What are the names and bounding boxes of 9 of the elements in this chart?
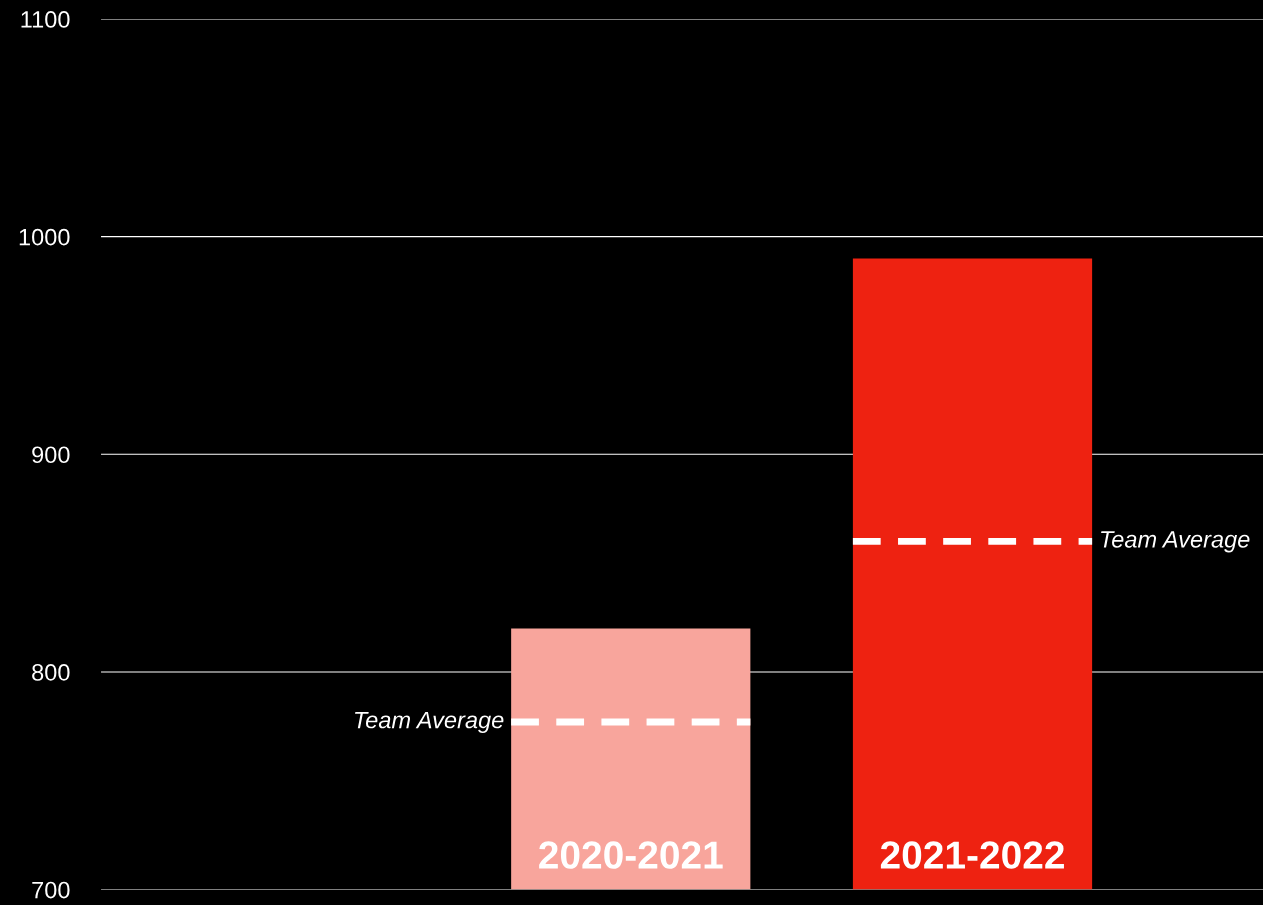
y-tick-label: 900 [32,446,70,464]
y-tick-label: 700 [32,881,70,899]
y-tick-label: 800 [32,664,70,681]
y-tick-label: 1100 [21,11,70,28]
x-tick-label: 2020-2021 [539,841,723,869]
ref-line-label: Team Average [355,711,504,734]
y-tick-label: 1000 [19,228,70,246]
ref-line-label: Team Average [1101,531,1250,553]
x-tick-label: 2021-2022 [880,841,1064,869]
